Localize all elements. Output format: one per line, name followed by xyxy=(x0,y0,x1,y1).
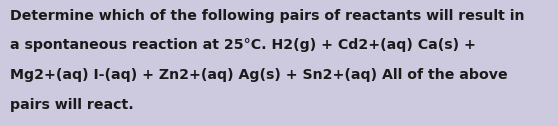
Text: a spontaneous reaction at 25°C. H2(g) + Cd2+(aq) Ca(s) +: a spontaneous reaction at 25°C. H2(g) + … xyxy=(10,38,476,52)
Text: Mg2+(aq) I-(aq) + Zn2+(aq) Ag(s) + Sn2+(aq) All of the above: Mg2+(aq) I-(aq) + Zn2+(aq) Ag(s) + Sn2+(… xyxy=(10,68,508,82)
Text: Determine which of the following pairs of reactants will result in: Determine which of the following pairs o… xyxy=(10,9,525,23)
Text: pairs will react.: pairs will react. xyxy=(10,98,134,112)
